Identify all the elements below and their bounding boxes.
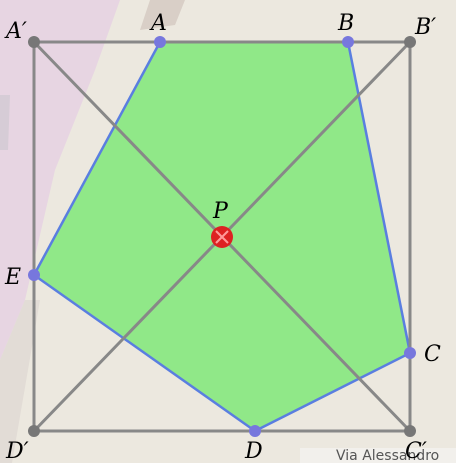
map-pink-area [0, 0, 120, 360]
map-road-top [140, 0, 185, 30]
map-street-label: Via Alessandro [336, 448, 439, 463]
vertex-b [342, 36, 354, 48]
center-cross-b [215, 230, 229, 244]
label-b-prime: B′ [414, 15, 436, 40]
center-point-p [211, 226, 233, 248]
corner-b-prime [404, 36, 416, 48]
map-street-label-bg [300, 448, 456, 463]
map-light-area [0, 300, 40, 463]
label-a-prime: A′ [4, 19, 27, 44]
label-c: C [424, 342, 441, 367]
map-strip [0, 95, 10, 150]
corner-d-prime [28, 425, 40, 437]
vertex-d [249, 425, 261, 437]
corner-c-prime [404, 425, 416, 437]
bounding-square [32, 40, 412, 433]
label-d: D [244, 439, 263, 463]
vertex-c [404, 347, 416, 359]
label-b: B [337, 11, 354, 36]
vertex-a [154, 36, 166, 48]
label-d-prime: D′ [5, 439, 29, 463]
label-a: A [149, 11, 167, 36]
label-p: P [212, 199, 229, 224]
label-e: E [4, 265, 21, 290]
vertex-e [28, 269, 40, 281]
corner-a-prime [28, 36, 40, 48]
label-c-prime: C′ [405, 439, 427, 463]
